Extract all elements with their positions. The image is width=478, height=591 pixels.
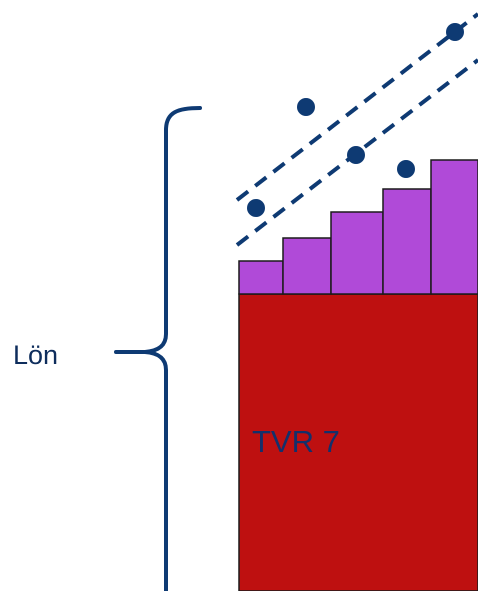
step-bar bbox=[382, 188, 432, 295]
salary-dot bbox=[397, 160, 415, 178]
step-bar bbox=[330, 211, 384, 295]
salary-label: Lön bbox=[13, 340, 59, 370]
salary-brace bbox=[144, 106, 202, 591]
step-bar bbox=[282, 237, 332, 295]
salary-dot bbox=[446, 23, 464, 41]
salary-dot bbox=[247, 199, 265, 217]
salary-dot bbox=[347, 146, 365, 164]
tvr-label: TVR 7 bbox=[252, 424, 340, 459]
step-bar bbox=[238, 260, 284, 295]
step-bar bbox=[430, 159, 478, 295]
salary-dot bbox=[297, 98, 315, 116]
dashed-band-upper bbox=[235, 12, 478, 202]
